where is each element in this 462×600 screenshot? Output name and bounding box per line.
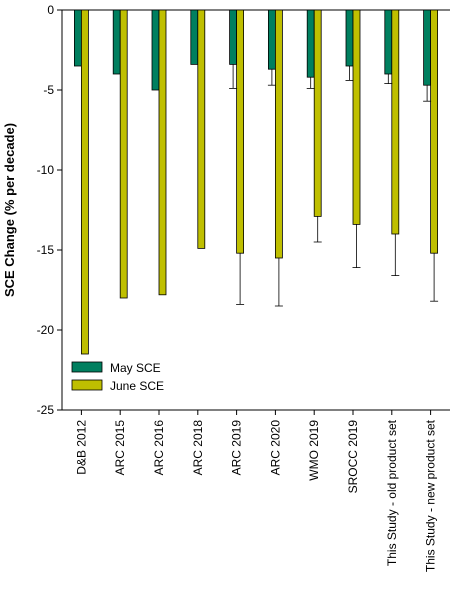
june-sce-bar (313, 9, 322, 217)
may-sce-bar (423, 9, 432, 86)
x-tick-label: ARC 2016 (152, 420, 166, 476)
y-tick-label: -10 (37, 163, 55, 177)
legend-label: June SCE (110, 379, 164, 393)
june-sce-bar (236, 9, 245, 254)
may-sce-bar (345, 9, 354, 67)
may-sce-bar (74, 9, 82, 67)
may-sce-bar (151, 9, 160, 91)
june-sce-bar (81, 9, 89, 355)
x-tick-label: D&B 2012 (74, 420, 88, 475)
legend-swatch (71, 361, 103, 373)
y-tick-label: 0 (47, 3, 54, 17)
x-tick-label: ARC 2019 (230, 420, 244, 476)
y-tick-label: -5 (43, 83, 54, 97)
june-sce-bar (352, 9, 361, 225)
error-bars (229, 64, 439, 307)
y-tick-label: -15 (37, 243, 55, 257)
x-tick-label: This Study - new product set (424, 419, 438, 572)
legend: May SCE June SCE (71, 361, 164, 393)
y-tick-label: -20 (37, 323, 55, 337)
y-axis-label: SCE Change (% per decade) (2, 123, 17, 297)
may-sce-bar (267, 9, 276, 70)
june-sce-bar (158, 9, 167, 296)
may-sce-bar (190, 9, 199, 65)
may-sce-bar (229, 9, 238, 65)
june-sce-bar (391, 9, 400, 235)
x-tick-label: WMO 2019 (307, 420, 321, 481)
x-tick-label: ARC 2015 (113, 420, 127, 476)
june-sce-bar (197, 9, 206, 249)
bars (74, 9, 439, 355)
x-tick-label: This Study - old product set (385, 419, 399, 566)
legend-swatch (71, 379, 103, 391)
may-sce-bar (384, 9, 393, 75)
june-sce-bar (430, 9, 439, 254)
x-tick-label: SROCC 2019 (346, 420, 360, 494)
legend-label: May SCE (110, 361, 161, 375)
x-tick-label: ARC 2018 (191, 420, 205, 476)
x-tick-label: ARC 2020 (268, 420, 282, 476)
axes: 0 -5 -10 -15 -20 -25 D&B 2012 ARC 2015 ARC 2016 A… (37, 3, 450, 572)
y-tick-label: -25 (37, 403, 55, 417)
may-sce-bar (306, 9, 315, 78)
june-sce-bar (119, 9, 128, 299)
june-sce-bar (274, 9, 283, 259)
may-sce-bar (112, 9, 121, 75)
